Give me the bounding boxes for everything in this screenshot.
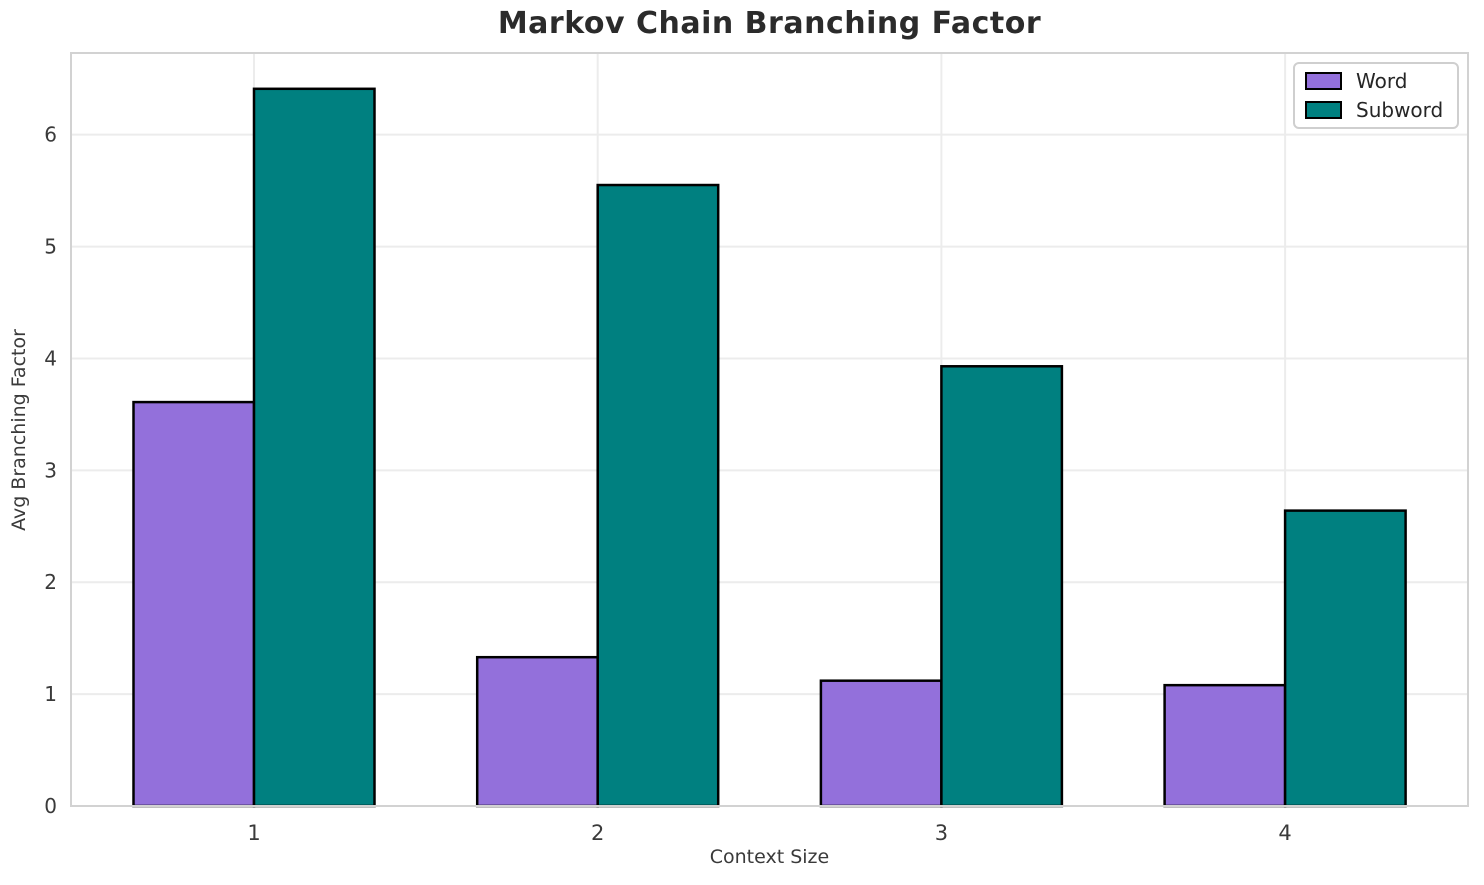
bar-subword-1: [252, 87, 376, 808]
x-axis-label: Context Size: [709, 846, 830, 868]
legend-label-word: Word: [1356, 69, 1408, 93]
bar-word-1: [132, 400, 256, 808]
chart-title: Markov Chain Branching Factor: [497, 6, 1042, 41]
x-tick-label: 2: [591, 821, 604, 845]
y-tick-label: 5: [44, 235, 57, 259]
bar-word-4: [1163, 683, 1287, 808]
bar-word-3: [819, 679, 943, 808]
y-tick-label: 0: [44, 794, 57, 818]
legend: Word Subword: [1293, 62, 1459, 129]
y-tick-label: 2: [44, 570, 57, 594]
bar-subword-3: [940, 365, 1064, 808]
legend-swatch-subword: [1305, 101, 1342, 119]
y-tick-label: 6: [44, 123, 57, 147]
x-tick-label: 3: [935, 821, 948, 845]
y-axis-label: Avg Branching Factor: [8, 329, 30, 531]
x-tick-label: 4: [1278, 821, 1291, 845]
legend-item-subword: Subword: [1305, 100, 1447, 120]
bar-word-2: [475, 655, 599, 808]
axes-spines: [70, 52, 1469, 807]
legend-swatch-word: [1305, 72, 1342, 90]
bar-subword-4: [1283, 509, 1407, 808]
legend-label-subword: Subword: [1356, 98, 1444, 122]
y-tick-label: 4: [44, 346, 57, 370]
x-tick-label: 1: [247, 821, 260, 845]
y-tick-label: 3: [44, 458, 57, 482]
legend-item-word: Word: [1305, 71, 1447, 91]
bar-subword-2: [596, 183, 720, 808]
y-tick-label: 1: [44, 682, 57, 706]
